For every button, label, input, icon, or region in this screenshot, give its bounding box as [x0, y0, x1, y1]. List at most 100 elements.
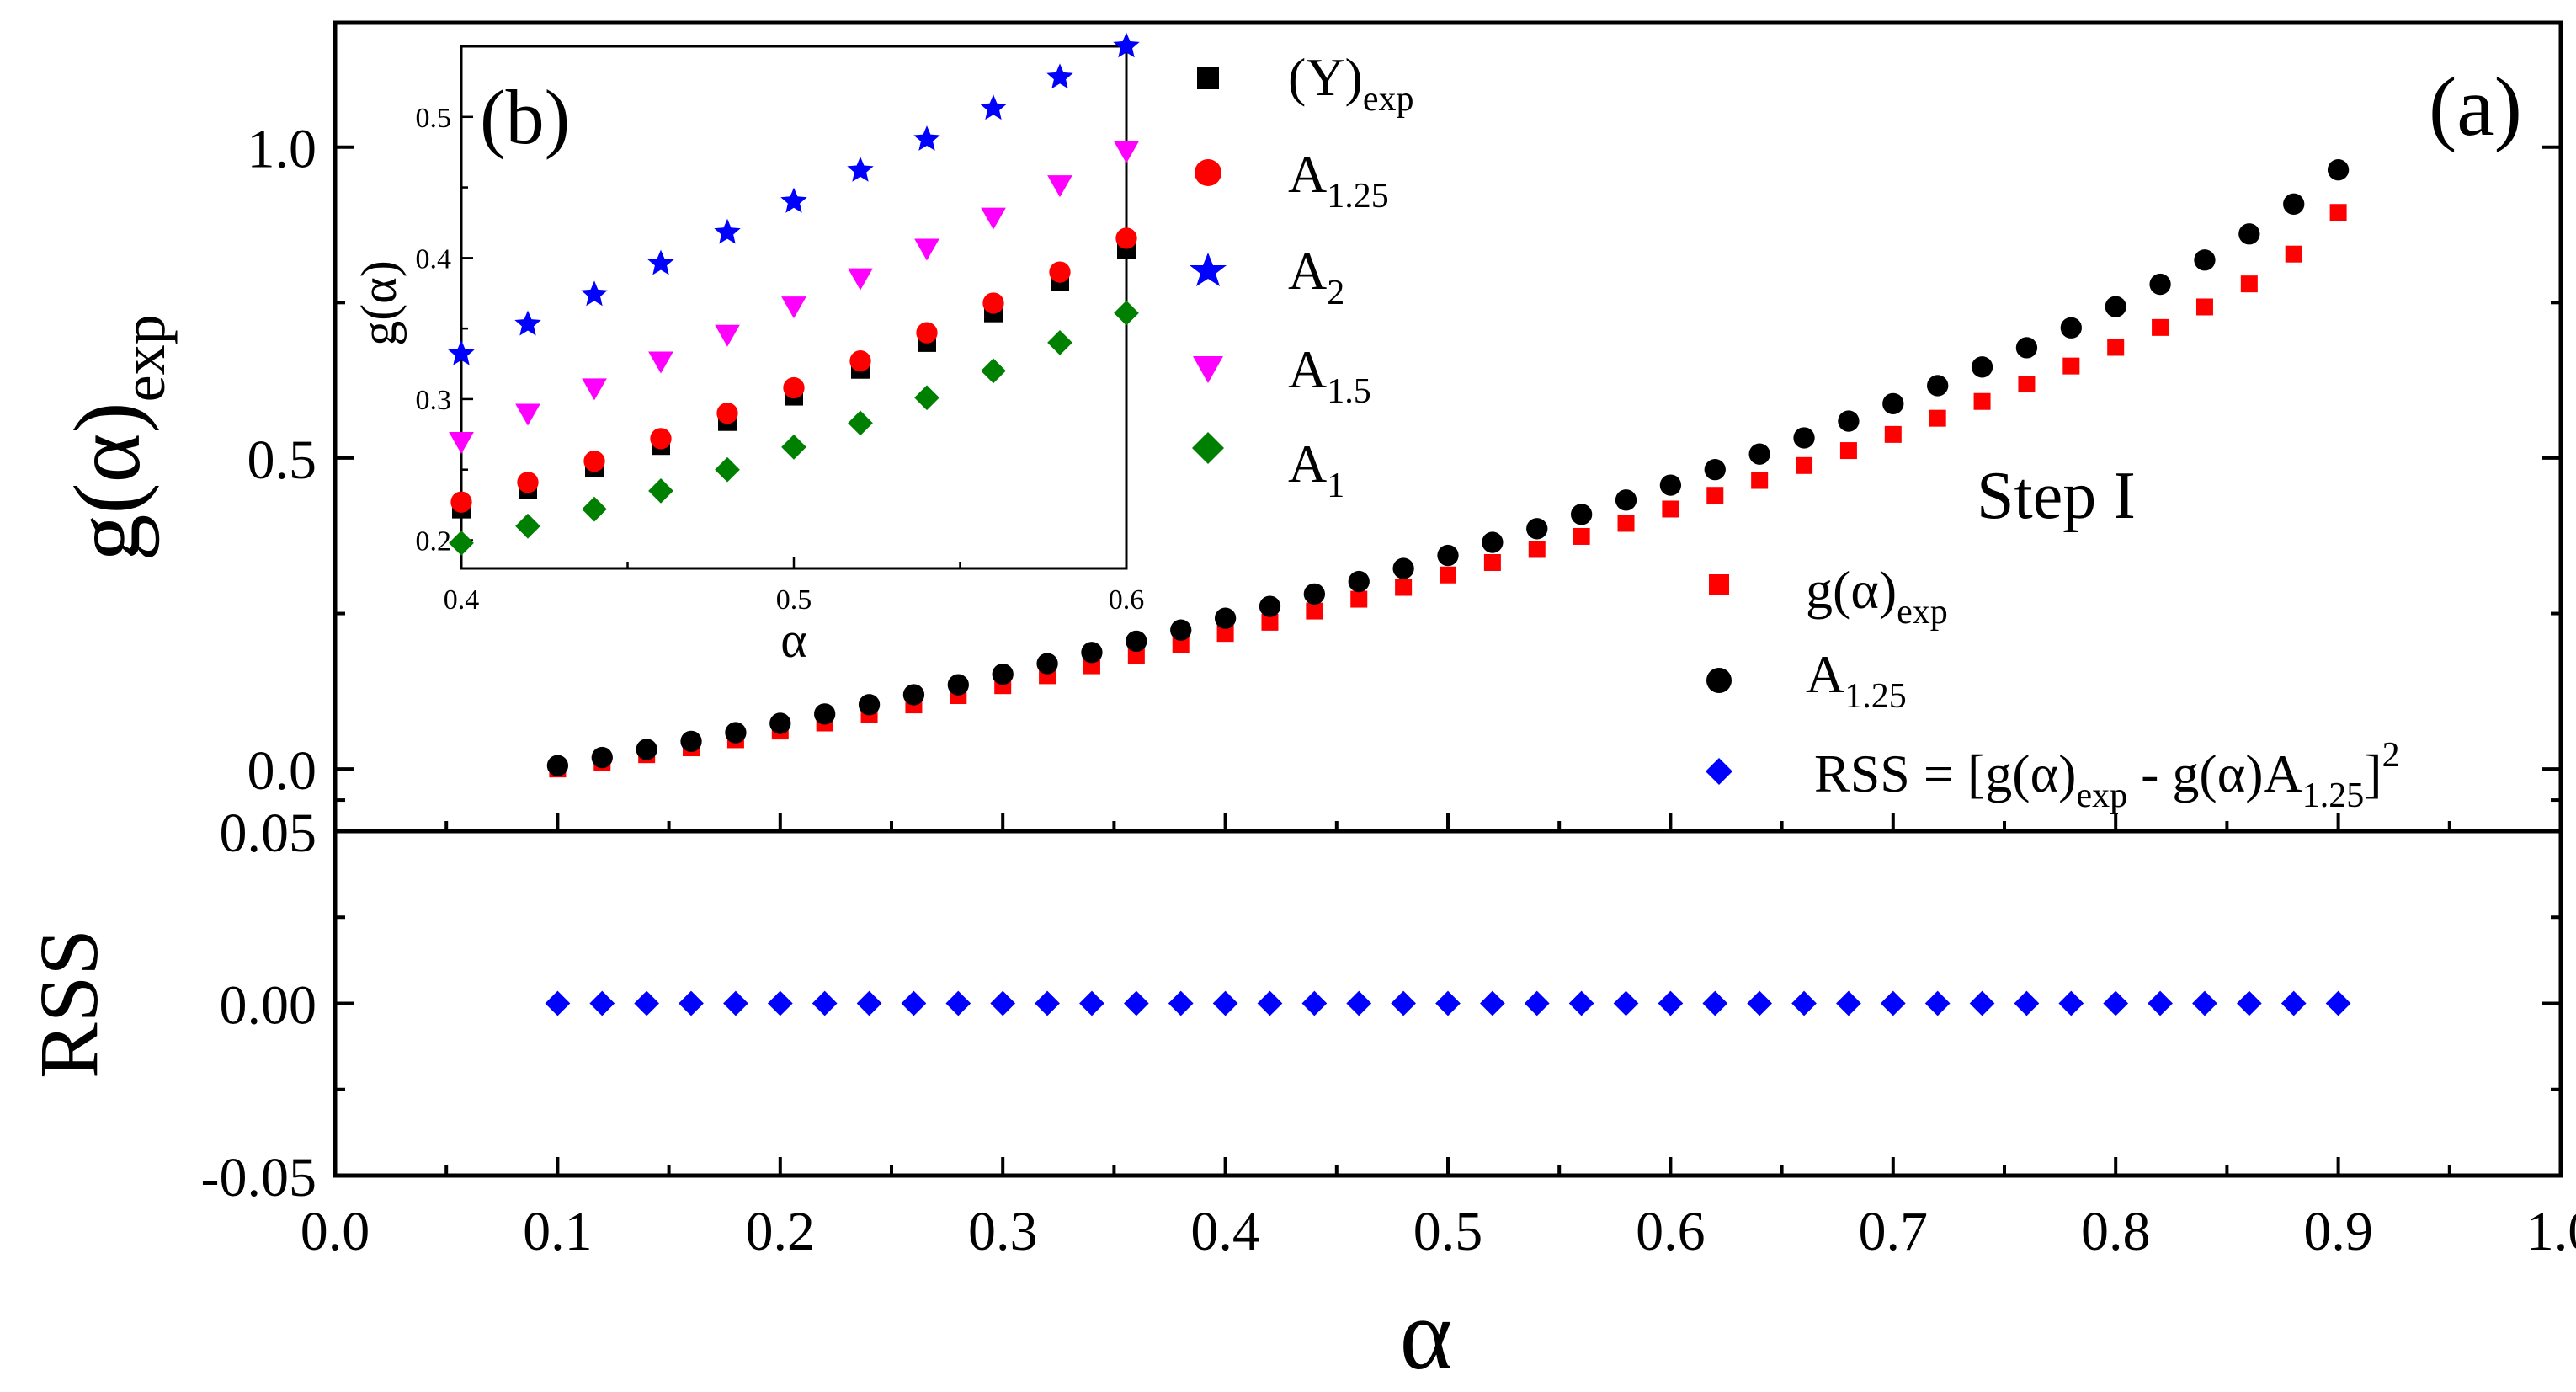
x-tick-label: 0.2 — [746, 1201, 816, 1262]
data-point-rss — [812, 990, 838, 1016]
data-point-rss — [1924, 990, 1951, 1016]
legend-marker-rss — [1706, 758, 1732, 785]
inset-data-point-a1-5 — [449, 432, 474, 455]
data-point-g-exp — [1483, 553, 1501, 571]
inset-x-axis-label: α — [780, 612, 806, 668]
inset-chart: 0.4 0.5 0.6 0.2 0.3 0.4 0.5 (b) α g(α) — [351, 32, 1145, 668]
inset-data-point-a1 — [781, 435, 806, 460]
data-point-g-exp — [1261, 613, 1279, 631]
data-point-rss — [1568, 990, 1594, 1016]
data-point-g-exp — [1751, 472, 1769, 489]
inset-data-point-a1 — [1114, 300, 1139, 326]
data-point-a1-25 — [902, 684, 925, 706]
data-point-rss — [1346, 990, 1372, 1016]
inset-legend-marker-a15 — [1193, 356, 1223, 383]
x-tick-label: 0.9 — [2303, 1201, 2373, 1262]
data-point-rss — [856, 990, 882, 1016]
data-point-a1-25 — [1927, 375, 1949, 397]
inset-data-point-a1 — [582, 496, 607, 522]
top-y-tick-label: 0.0 — [247, 740, 317, 802]
data-point-rss — [2325, 990, 2351, 1016]
data-point-rss — [1524, 990, 1550, 1016]
inset-data-point-a1-5 — [715, 324, 740, 347]
data-point-rss — [634, 990, 660, 1016]
bottom-y-axis-label: RSS — [22, 929, 115, 1079]
data-point-a1-25 — [1526, 518, 1548, 540]
data-point-a1-25 — [1214, 607, 1237, 629]
top-panel-frame — [333, 20, 2563, 834]
data-point-g-exp — [2107, 339, 2125, 356]
inset-data-point-a1-5 — [648, 351, 673, 374]
inset-data-point-a2 — [514, 310, 541, 336]
inset-legend-label-a15: A1.5 — [1288, 339, 1371, 411]
data-point-a1-25 — [680, 730, 702, 753]
inset-legend-marker-yexp — [1197, 67, 1219, 89]
main-ticks: 0.0 0.1 0.2 0.3 0.4 0.5 0.6 0.7 0.8 0.9 1.0 0.0 0.5 1… — [201, 119, 2576, 1262]
data-point-rss — [1035, 990, 1060, 1016]
inset-data-point-a1-25 — [450, 491, 472, 513]
inset-y-tick-label: 0.4 — [416, 243, 452, 275]
data-point-rss — [990, 990, 1016, 1016]
data-point-a1-25 — [2194, 249, 2216, 271]
inset-y-tick-label: 0.5 — [416, 103, 452, 134]
inset-y-tick-label: 0.2 — [416, 525, 452, 557]
legend-label-a125: A1.25 — [1806, 644, 1907, 716]
data-point-a1-25 — [1348, 570, 1370, 593]
data-point-g-exp — [2240, 275, 2258, 293]
data-point-a1-25 — [1036, 653, 1058, 675]
data-point-a1-25 — [1259, 595, 1281, 617]
data-point-a1-25 — [591, 746, 613, 769]
data-point-a1-25 — [1482, 531, 1504, 553]
bottom-y-tick-label: 0.00 — [220, 975, 317, 1037]
inset-data-point-a1-5 — [1047, 175, 1072, 198]
data-point-rss — [1658, 990, 1684, 1016]
data-point-rss — [1391, 990, 1416, 1016]
inset-legend-label-a1: A1 — [1288, 434, 1344, 505]
bottom-y-tick-label: -0.05 — [201, 1147, 317, 1208]
data-point-a1-25 — [1793, 427, 1815, 449]
inset-legend-label-a125: A1.25 — [1288, 144, 1389, 216]
data-point-g-exp — [1573, 527, 1590, 545]
data-point-a1-25 — [1971, 356, 1993, 378]
x-tick-label: 1.0 — [2526, 1201, 2576, 1262]
top-y-tick-label: 0.5 — [247, 429, 317, 491]
data-point-g-exp — [2018, 376, 2036, 393]
data-point-a1-25 — [2283, 193, 2305, 215]
inset-legend-label-a2: A2 — [1288, 241, 1344, 312]
data-point-a1-25 — [1126, 630, 1147, 653]
data-point-rss — [2014, 990, 2040, 1016]
data-point-rss — [945, 990, 971, 1016]
main-legend: g(α)exp A1.25 RSS = [g(α)exp - g(α)A1.25… — [1706, 560, 2400, 815]
data-point-a1-25 — [1437, 544, 1459, 567]
data-point-g-exp — [1884, 425, 1902, 443]
data-point-g-exp — [1706, 487, 1724, 504]
inset-data-point-a1 — [715, 456, 740, 483]
inset-data-point-a2 — [1113, 32, 1140, 58]
inset-data-point-a1-25 — [716, 403, 738, 424]
main-data-marks — [545, 159, 2351, 1016]
inset-panel-label: (b) — [480, 74, 570, 160]
inset-data-point-a2 — [980, 94, 1007, 120]
data-point-g-exp — [1617, 515, 1635, 532]
inset-ticks: 0.4 0.5 0.6 0.2 0.3 0.4 0.5 — [416, 103, 1145, 616]
data-point-a1-25 — [1170, 619, 1192, 641]
data-point-a1-25 — [2149, 273, 2171, 296]
data-point-g-exp — [2195, 298, 2213, 316]
inset-data-point-a1-25 — [982, 292, 1004, 314]
legend-label-gexp: g(α)exp — [1806, 560, 1948, 632]
inset-data-point-a1-25 — [1115, 227, 1137, 249]
data-point-rss — [1969, 990, 1995, 1016]
data-point-g-exp — [1216, 625, 1234, 643]
top-y-tick-label: 1.0 — [247, 119, 317, 180]
inset-data-point-a2 — [1046, 63, 1073, 89]
data-point-a1-25 — [1704, 458, 1726, 481]
inset-data-point-a1 — [981, 358, 1006, 384]
data-point-g-exp — [1528, 541, 1546, 558]
data-point-rss — [1702, 990, 1728, 1016]
data-point-a1-25 — [1303, 583, 1326, 605]
data-point-rss — [589, 990, 615, 1016]
legend-marker-gexp — [1709, 574, 1729, 595]
inset-data-point-a2 — [847, 157, 874, 182]
data-point-g-exp — [2285, 245, 2302, 263]
data-point-a1-25 — [2105, 296, 2126, 317]
